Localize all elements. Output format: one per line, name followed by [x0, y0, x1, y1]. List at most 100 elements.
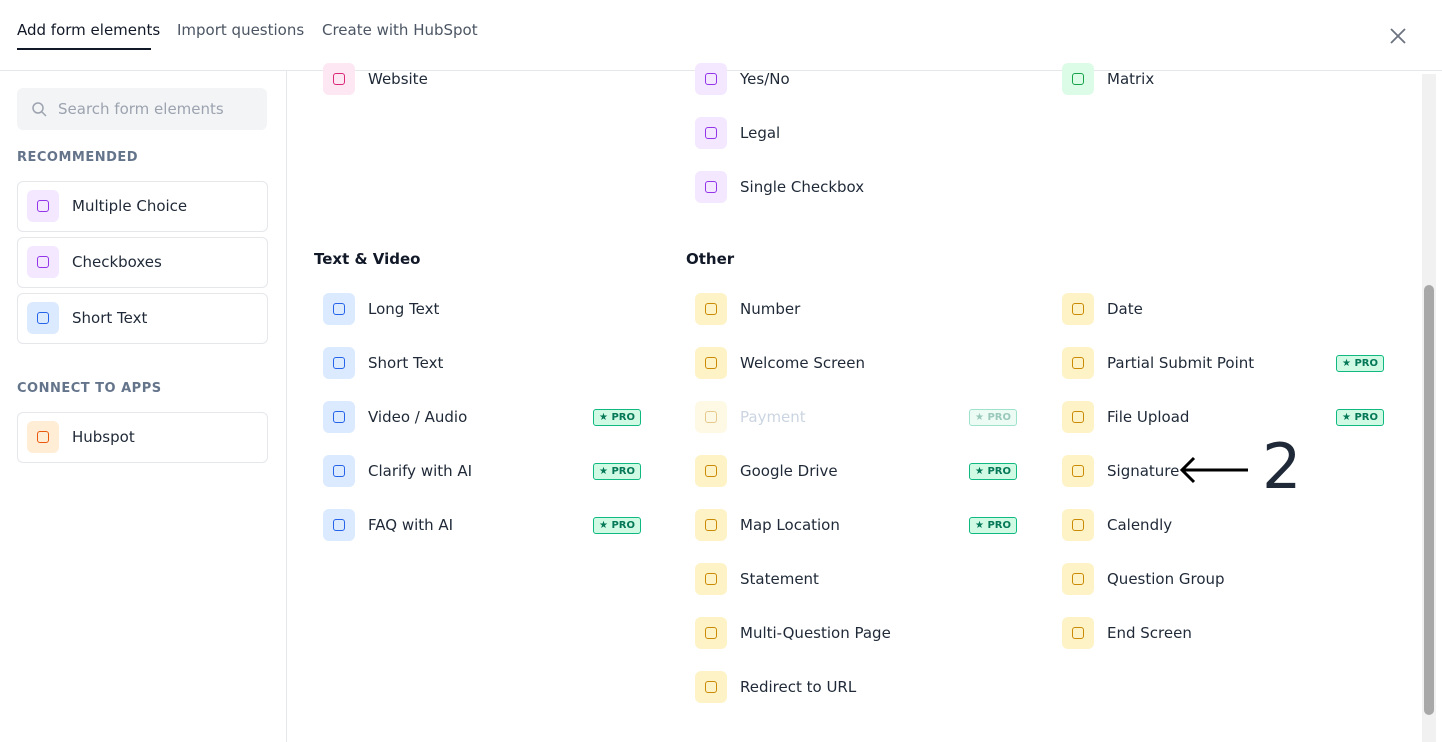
- item-icon: [1062, 401, 1094, 433]
- element-label[interactable]: Matrix: [1107, 70, 1155, 88]
- item-icon: [695, 455, 727, 487]
- icon-glyph: [1072, 573, 1084, 585]
- element-label[interactable]: Signature: [1107, 462, 1180, 480]
- search-placeholder: Search form elements: [58, 100, 224, 118]
- item-icon: [323, 509, 355, 541]
- item-icon: [323, 63, 355, 95]
- icon-glyph: [705, 573, 717, 585]
- icon-glyph: [333, 73, 345, 85]
- tab[interactable]: Add form elements: [17, 21, 161, 39]
- annotation-number: 2: [1262, 430, 1302, 503]
- element-label[interactable]: Question Group: [1107, 570, 1225, 588]
- pro-badge: ★ PRO: [969, 463, 1017, 480]
- element-label[interactable]: Redirect to URL: [740, 678, 857, 696]
- element-label[interactable]: Calendly: [1107, 516, 1173, 534]
- element-label[interactable]: Map Location: [740, 516, 840, 534]
- element-label[interactable]: Date: [1107, 300, 1143, 318]
- element-label[interactable]: Legal: [740, 124, 781, 142]
- element-label[interactable]: Long Text: [368, 300, 440, 318]
- icon-glyph: [333, 303, 345, 315]
- item-icon: [1062, 563, 1094, 595]
- icon-glyph: [37, 431, 49, 443]
- icon-glyph: [705, 465, 717, 477]
- item-icon: [323, 347, 355, 379]
- search-box[interactable]: Search form elements: [17, 88, 267, 130]
- item-icon: [27, 302, 59, 334]
- element-label[interactable]: Short Text: [72, 309, 148, 327]
- search-icon: [32, 102, 47, 117]
- element-label[interactable]: File Upload: [1107, 408, 1190, 426]
- tab[interactable]: Create with HubSpot: [322, 21, 478, 39]
- pro-badge: ★ PRO: [593, 463, 641, 480]
- icon-glyph: [1072, 519, 1084, 531]
- item-icon: [1062, 509, 1094, 541]
- element-label[interactable]: Checkboxes: [72, 253, 162, 271]
- pro-badge: ★ PRO: [969, 517, 1017, 534]
- active-tab-underline: [17, 48, 151, 50]
- section-title: Text & Video: [314, 250, 421, 268]
- element-label[interactable]: Single Checkbox: [740, 178, 865, 196]
- element-label[interactable]: Clarify with AI: [368, 462, 473, 480]
- element-card[interactable]: [17, 181, 268, 232]
- icon-glyph: [705, 127, 717, 139]
- icon-glyph: [333, 519, 345, 531]
- tab[interactable]: Import questions: [177, 21, 305, 39]
- element-label[interactable]: FAQ with AI: [368, 516, 454, 534]
- icon-glyph: [705, 519, 717, 531]
- element-card[interactable]: [17, 237, 268, 288]
- scrollbar-thumb[interactable]: [1424, 285, 1434, 715]
- icon-glyph: [1072, 357, 1084, 369]
- item-icon: [1062, 63, 1094, 95]
- item-icon: [695, 293, 727, 325]
- icon-glyph: [333, 411, 345, 423]
- icon-glyph: [333, 465, 345, 477]
- pro-badge: ★ PRO: [1336, 409, 1384, 426]
- element-label[interactable]: Website: [368, 70, 428, 88]
- close-button[interactable]: [1388, 26, 1408, 46]
- item-icon: [695, 117, 727, 149]
- item-icon: [1062, 347, 1094, 379]
- item-icon: [695, 171, 727, 203]
- element-label[interactable]: Google Drive: [740, 462, 838, 480]
- icon-glyph: [1072, 73, 1084, 85]
- scrollbar-track: [1422, 74, 1436, 742]
- item-icon: [695, 401, 727, 433]
- element-label[interactable]: Number: [740, 300, 801, 318]
- item-icon: [695, 63, 727, 95]
- icon-glyph: [705, 411, 717, 423]
- item-icon: [27, 190, 59, 222]
- icon-glyph: [1072, 411, 1084, 423]
- element-label[interactable]: Multi-Question Page: [740, 624, 891, 642]
- item-icon: [695, 347, 727, 379]
- element-label[interactable]: Statement: [740, 570, 819, 588]
- section-heading: RECOMMENDED: [17, 150, 139, 165]
- item-icon: [323, 455, 355, 487]
- icon-glyph: [333, 357, 345, 369]
- icon-glyph: [705, 73, 717, 85]
- annotation-arrow: [1179, 456, 1248, 484]
- pro-badge: ★ PRO: [1336, 355, 1384, 372]
- pro-badge: ★ PRO: [969, 409, 1017, 426]
- item-icon: [695, 617, 727, 649]
- section-title: Other: [686, 250, 735, 268]
- item-icon: [27, 246, 59, 278]
- element-label[interactable]: Video / Audio: [368, 408, 468, 426]
- icon-glyph: [705, 681, 717, 693]
- element-label[interactable]: Yes/No: [740, 70, 790, 88]
- icon-glyph: [705, 357, 717, 369]
- icon-glyph: [705, 303, 717, 315]
- pro-badge: ★ PRO: [593, 409, 641, 426]
- element-label[interactable]: End Screen: [1107, 624, 1192, 642]
- item-icon: [695, 671, 727, 703]
- item-icon: [323, 293, 355, 325]
- item-icon: [1062, 455, 1094, 487]
- element-label[interactable]: Short Text: [368, 354, 444, 372]
- element-label[interactable]: Welcome Screen: [740, 354, 865, 372]
- element-label[interactable]: Partial Submit Point: [1107, 354, 1255, 372]
- item-icon: [323, 401, 355, 433]
- icon-glyph: [1072, 465, 1084, 477]
- app-label[interactable]: Hubspot: [72, 428, 135, 446]
- element-label[interactable]: Multiple Choice: [72, 197, 188, 215]
- item-icon: [695, 563, 727, 595]
